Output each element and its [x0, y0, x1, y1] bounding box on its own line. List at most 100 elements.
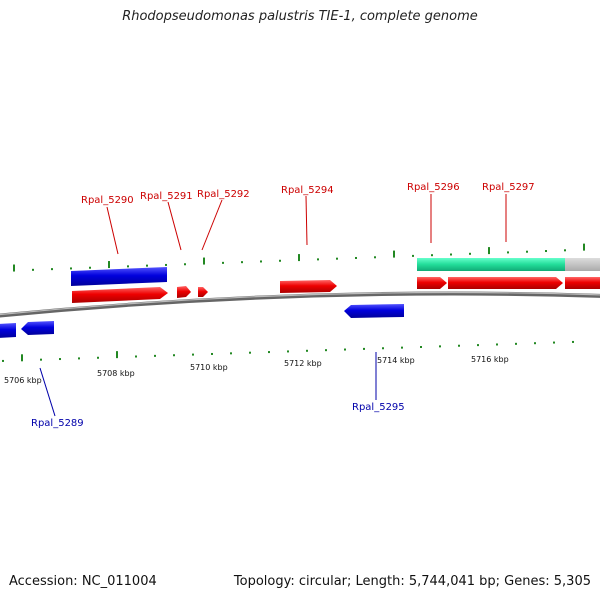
- gc-content-ticks-top: [13, 243, 585, 272]
- kbp-label-5716: 5716 kbp: [471, 355, 509, 364]
- gc-tick: [306, 349, 308, 352]
- leader-line-rpal-5291: [167, 201, 182, 251]
- kbp-label-5712: 5712 kbp: [284, 359, 322, 368]
- gc-tick: [526, 250, 528, 253]
- map-title: Rhodopseudomonas palustris TIE-1, comple…: [122, 9, 478, 24]
- gc-tick: [431, 254, 433, 257]
- gc-tick: [477, 344, 479, 347]
- leader-line-rpal-5290: [106, 206, 119, 255]
- gene-arrow-rpal-5296[interactable]: [417, 277, 447, 289]
- gene-arrow-rpal-5290[interactable]: [72, 287, 168, 303]
- gc-tick: [515, 342, 517, 345]
- gc-tick: [317, 258, 319, 261]
- gc-tick: [21, 354, 23, 362]
- kbp-label-5714: 5714 kbp: [377, 356, 415, 365]
- gene-label-rpal-5296[interactable]: Rpal_5296: [407, 182, 460, 193]
- gc-tick: [401, 346, 403, 349]
- blue-feature-upper[interactable]: [71, 267, 167, 286]
- gc-tick: [534, 342, 536, 345]
- gc-tick: [135, 355, 137, 358]
- gc-content-ticks-bottom: [2, 340, 574, 362]
- gc-tick: [496, 343, 498, 346]
- kbp-label-5706: 5706 kbp: [4, 376, 42, 385]
- gc-tick: [268, 351, 270, 354]
- gc-tick: [545, 250, 547, 253]
- gene-arrow-rpal-5295[interactable]: [344, 304, 404, 318]
- gc-tick: [222, 261, 224, 264]
- gc-tick: [488, 247, 490, 255]
- accession-text: Accession: NC_011004: [9, 574, 157, 589]
- reverse-genes: [0, 267, 404, 338]
- rna-features: [417, 258, 600, 271]
- topology-summary-text: Topology: circular; Length: 5,744,041 bp…: [233, 574, 591, 589]
- forward-genes: [72, 277, 600, 303]
- gc-tick: [32, 268, 34, 271]
- gc-tick: [439, 345, 441, 348]
- gc-tick: [211, 352, 213, 355]
- gc-tick: [203, 257, 205, 265]
- gc-tick: [374, 256, 376, 259]
- gc-tick: [287, 350, 289, 353]
- kbp-label-5710: 5710 kbp: [190, 363, 228, 372]
- gc-tick: [230, 352, 232, 355]
- gc-tick: [70, 267, 72, 270]
- gc-tick: [279, 259, 281, 262]
- gc-tick: [146, 264, 148, 267]
- gc-tick: [420, 346, 422, 348]
- gene-arrow-rpal-5294[interactable]: [280, 280, 337, 293]
- kbp-label-5708: 5708 kbp: [97, 369, 135, 378]
- leader-line-rpal-5294: [305, 195, 308, 246]
- gc-tick: [116, 351, 118, 359]
- gc-tick: [469, 252, 471, 255]
- gc-tick: [572, 340, 574, 343]
- gc-tick: [412, 254, 414, 257]
- gc-tick: [154, 354, 156, 357]
- gc-tick: [298, 254, 300, 262]
- gene-label-rpal-5289[interactable]: Rpal_5289: [31, 418, 84, 429]
- feature-gray[interactable]: [565, 258, 600, 271]
- gc-tick: [393, 250, 395, 258]
- gc-tick: [184, 263, 186, 266]
- gene-arrow-rpal-5297[interactable]: [448, 277, 563, 289]
- leader-line-rpal-5292: [201, 199, 223, 251]
- label-leader-lines: [39, 194, 507, 417]
- gc-tick: [564, 249, 566, 252]
- gc-tick: [336, 257, 338, 260]
- gene-arrow-rpal-5291[interactable]: [177, 286, 191, 298]
- gene-label-rpal-5294[interactable]: Rpal_5294: [281, 185, 334, 196]
- gc-tick: [89, 266, 91, 269]
- gc-tick: [108, 261, 110, 269]
- gc-tick: [553, 341, 555, 344]
- gene-label-rpal-5295[interactable]: Rpal_5295: [352, 402, 405, 413]
- genome-backbone: [0, 291, 600, 318]
- gc-tick: [97, 356, 99, 359]
- gene-label-rpal-5290[interactable]: Rpal_5290: [81, 195, 134, 206]
- gc-tick: [2, 359, 4, 362]
- gc-tick: [173, 354, 175, 357]
- gene-label-rpal-5292[interactable]: Rpal_5292: [197, 189, 250, 200]
- gene-arrow-next[interactable]: [565, 277, 600, 289]
- gc-tick: [363, 347, 365, 350]
- genome-backbone-highlight: [0, 291, 600, 316]
- gene-label-rpal-5291[interactable]: Rpal_5291: [140, 191, 193, 202]
- gc-tick: [51, 268, 53, 271]
- gc-tick: [59, 358, 61, 361]
- gc-tick: [192, 353, 194, 356]
- gc-tick: [382, 347, 384, 350]
- rna-feature-green[interactable]: [417, 258, 565, 271]
- gc-tick: [40, 358, 42, 361]
- leader-line-rpal-5289: [39, 367, 56, 417]
- gene-arrow-rpal-5292[interactable]: [198, 287, 208, 297]
- gc-tick: [127, 265, 129, 268]
- gc-tick: [241, 261, 243, 264]
- gc-tick: [450, 253, 452, 256]
- gc-tick: [583, 243, 585, 251]
- gc-tick: [325, 349, 327, 352]
- gc-tick: [13, 264, 15, 272]
- gc-tick: [344, 348, 346, 351]
- gc-tick: [249, 351, 251, 354]
- gene-label-rpal-5297[interactable]: Rpal_5297: [482, 182, 535, 193]
- gene-arrow-blue-left-edge[interactable]: [0, 323, 16, 338]
- gene-arrow-rpal-5289[interactable]: [21, 321, 54, 335]
